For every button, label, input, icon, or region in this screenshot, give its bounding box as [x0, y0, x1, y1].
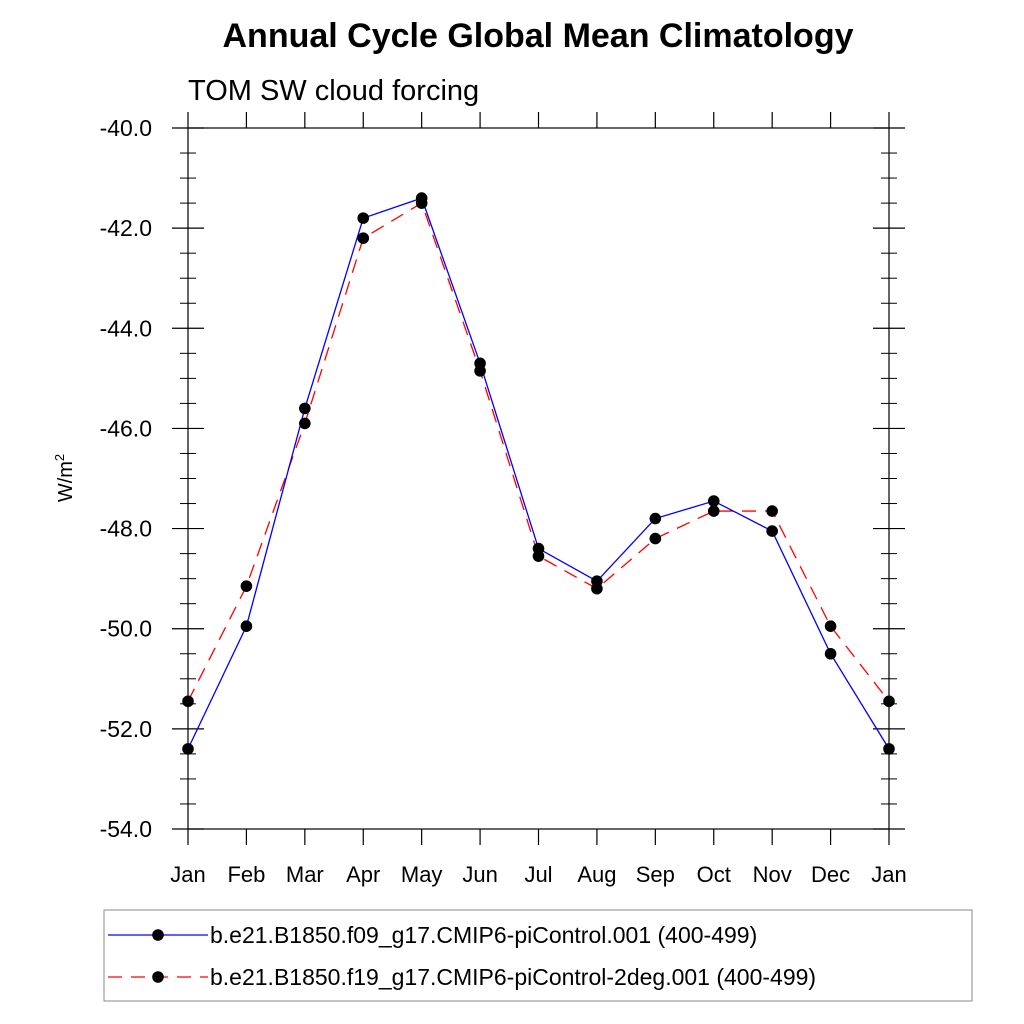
data-point-series-2	[182, 695, 194, 708]
data-point-series-2	[415, 197, 428, 209]
data-point-series-1	[883, 743, 895, 755]
data-point-series-2	[357, 232, 370, 244]
data-point-series-2	[474, 365, 486, 377]
data-point-series-2	[532, 550, 545, 562]
plot-frame	[187, 127, 890, 830]
y-tick-label: -46.0	[100, 415, 152, 441]
y-tick-label: -44.0	[100, 315, 152, 341]
data-point-series-2	[824, 620, 837, 633]
legend-box	[103, 909, 973, 1002]
x-tick-label: Oct	[697, 862, 731, 887]
y-tick-label: -50.0	[100, 616, 152, 642]
y-tick-label: -40.0	[100, 115, 152, 141]
data-point-series-1	[240, 620, 253, 633]
legend-label-1: b.e21.B1850.f09_g17.CMIP6-piControl.001 …	[210, 922, 757, 948]
data-point-series-1	[182, 743, 194, 755]
x-tick-label: Jul	[524, 862, 552, 887]
axis-ticks	[172, 112, 905, 845]
data-point-series-2	[707, 505, 720, 517]
x-tick-label: Nov	[753, 862, 792, 887]
y-tick-label: -52.0	[100, 716, 152, 742]
x-tick-label: Dec	[811, 862, 850, 887]
data-point-series-1	[707, 495, 720, 507]
series-line-1	[187, 197, 890, 750]
y-axis-label: W/m2	[52, 454, 77, 502]
legend-marker-1	[152, 929, 164, 941]
legend-marker-2	[152, 971, 164, 983]
x-tick-label: Sep	[636, 862, 675, 887]
data-point-series-1	[357, 212, 370, 224]
legend-label-2: b.e21.B1850.f19_g17.CMIP6-piControl-2deg…	[210, 964, 816, 990]
y-axis-label-base: W/m	[55, 461, 77, 502]
data-point-series-2	[591, 582, 603, 595]
data-point-series-1	[766, 525, 778, 537]
data-point-series-1	[299, 402, 311, 415]
series-layer	[182, 192, 895, 755]
y-axis-label-superscript: 2	[52, 454, 67, 461]
data-point-series-2	[299, 417, 311, 430]
y-tick-label: -54.0	[100, 816, 152, 842]
chart-title: Annual Cycle Global Mean Climatology	[223, 17, 854, 55]
x-tick-label: May	[401, 862, 443, 887]
y-tick-label: -42.0	[100, 215, 152, 241]
x-axis-tick-labels: Jan Feb Mar Apr May Jun Jul Aug Sep Oct Nov Dec Jan	[170, 862, 906, 887]
y-tick-label: -48.0	[100, 516, 152, 542]
chart-subtitle: TOM SW cloud forcing	[188, 75, 479, 107]
data-point-series-2	[766, 505, 778, 517]
y-axis-tick-labels: -40.0 -42.0 -44.0 -46.0 -48.0 -50.0 -52.0 -54.0	[100, 115, 152, 842]
data-point-series-2	[649, 532, 662, 545]
data-point-series-1	[824, 647, 837, 660]
legend: b.e21.B1850.f09_g17.CMIP6-piControl.001 …	[108, 922, 816, 990]
x-tick-label: Aug	[577, 862, 616, 887]
x-tick-label: Jan	[871, 862, 906, 887]
data-point-series-2	[883, 695, 895, 708]
x-tick-label: Feb	[227, 862, 265, 887]
x-tick-label: Jan	[170, 862, 205, 887]
x-tick-label: Mar	[286, 862, 324, 887]
data-point-series-1	[649, 512, 662, 525]
x-tick-label: Apr	[346, 862, 380, 887]
x-tick-label: Jun	[462, 862, 497, 887]
data-point-series-2	[240, 580, 253, 592]
